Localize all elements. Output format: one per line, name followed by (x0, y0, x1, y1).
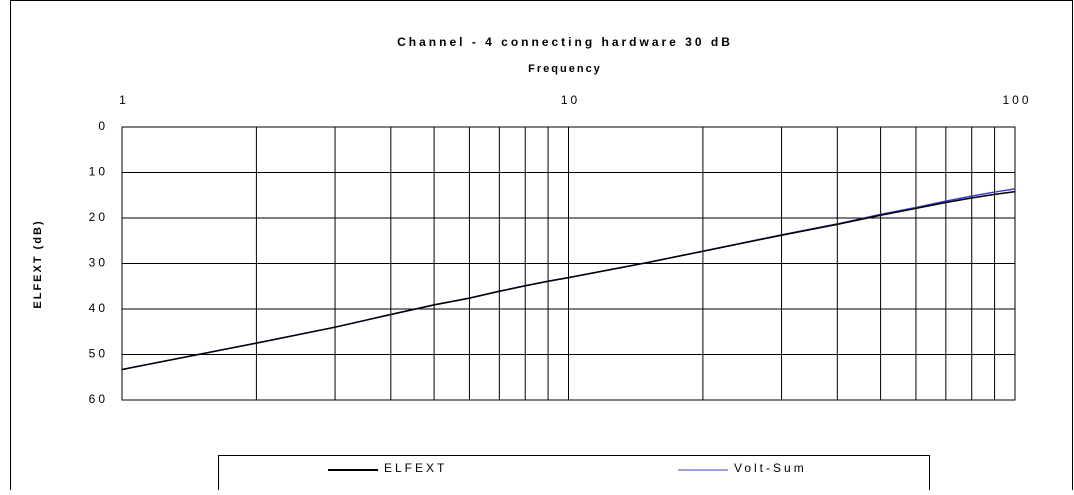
y-tick-label: 0 (98, 119, 108, 133)
x-tick-label: 100 (1002, 93, 1031, 107)
legend-label: ELFEXT (384, 461, 447, 475)
y-tick-label: 50 (89, 347, 108, 361)
legend-box (218, 455, 930, 495)
y-tick-label: 30 (89, 256, 108, 270)
chart-title: Channel - 4 connecting hardware 30 dB (397, 35, 733, 49)
y-tick-label: 20 (89, 210, 108, 224)
series-line (121, 190, 1016, 371)
plot-border (121, 126, 1016, 401)
y-tick-label: 40 (89, 301, 108, 315)
x-tick-label: 1 (119, 93, 129, 107)
legend-label: Volt-Sum (734, 461, 807, 475)
x-tick-label: 10 (561, 93, 580, 107)
y-tick-label: 10 (89, 165, 108, 179)
y-axis-label: ELFEXT (dB) (32, 219, 44, 308)
x-axis-label: Frequency (528, 63, 602, 75)
y-tick-label: 60 (89, 392, 108, 406)
